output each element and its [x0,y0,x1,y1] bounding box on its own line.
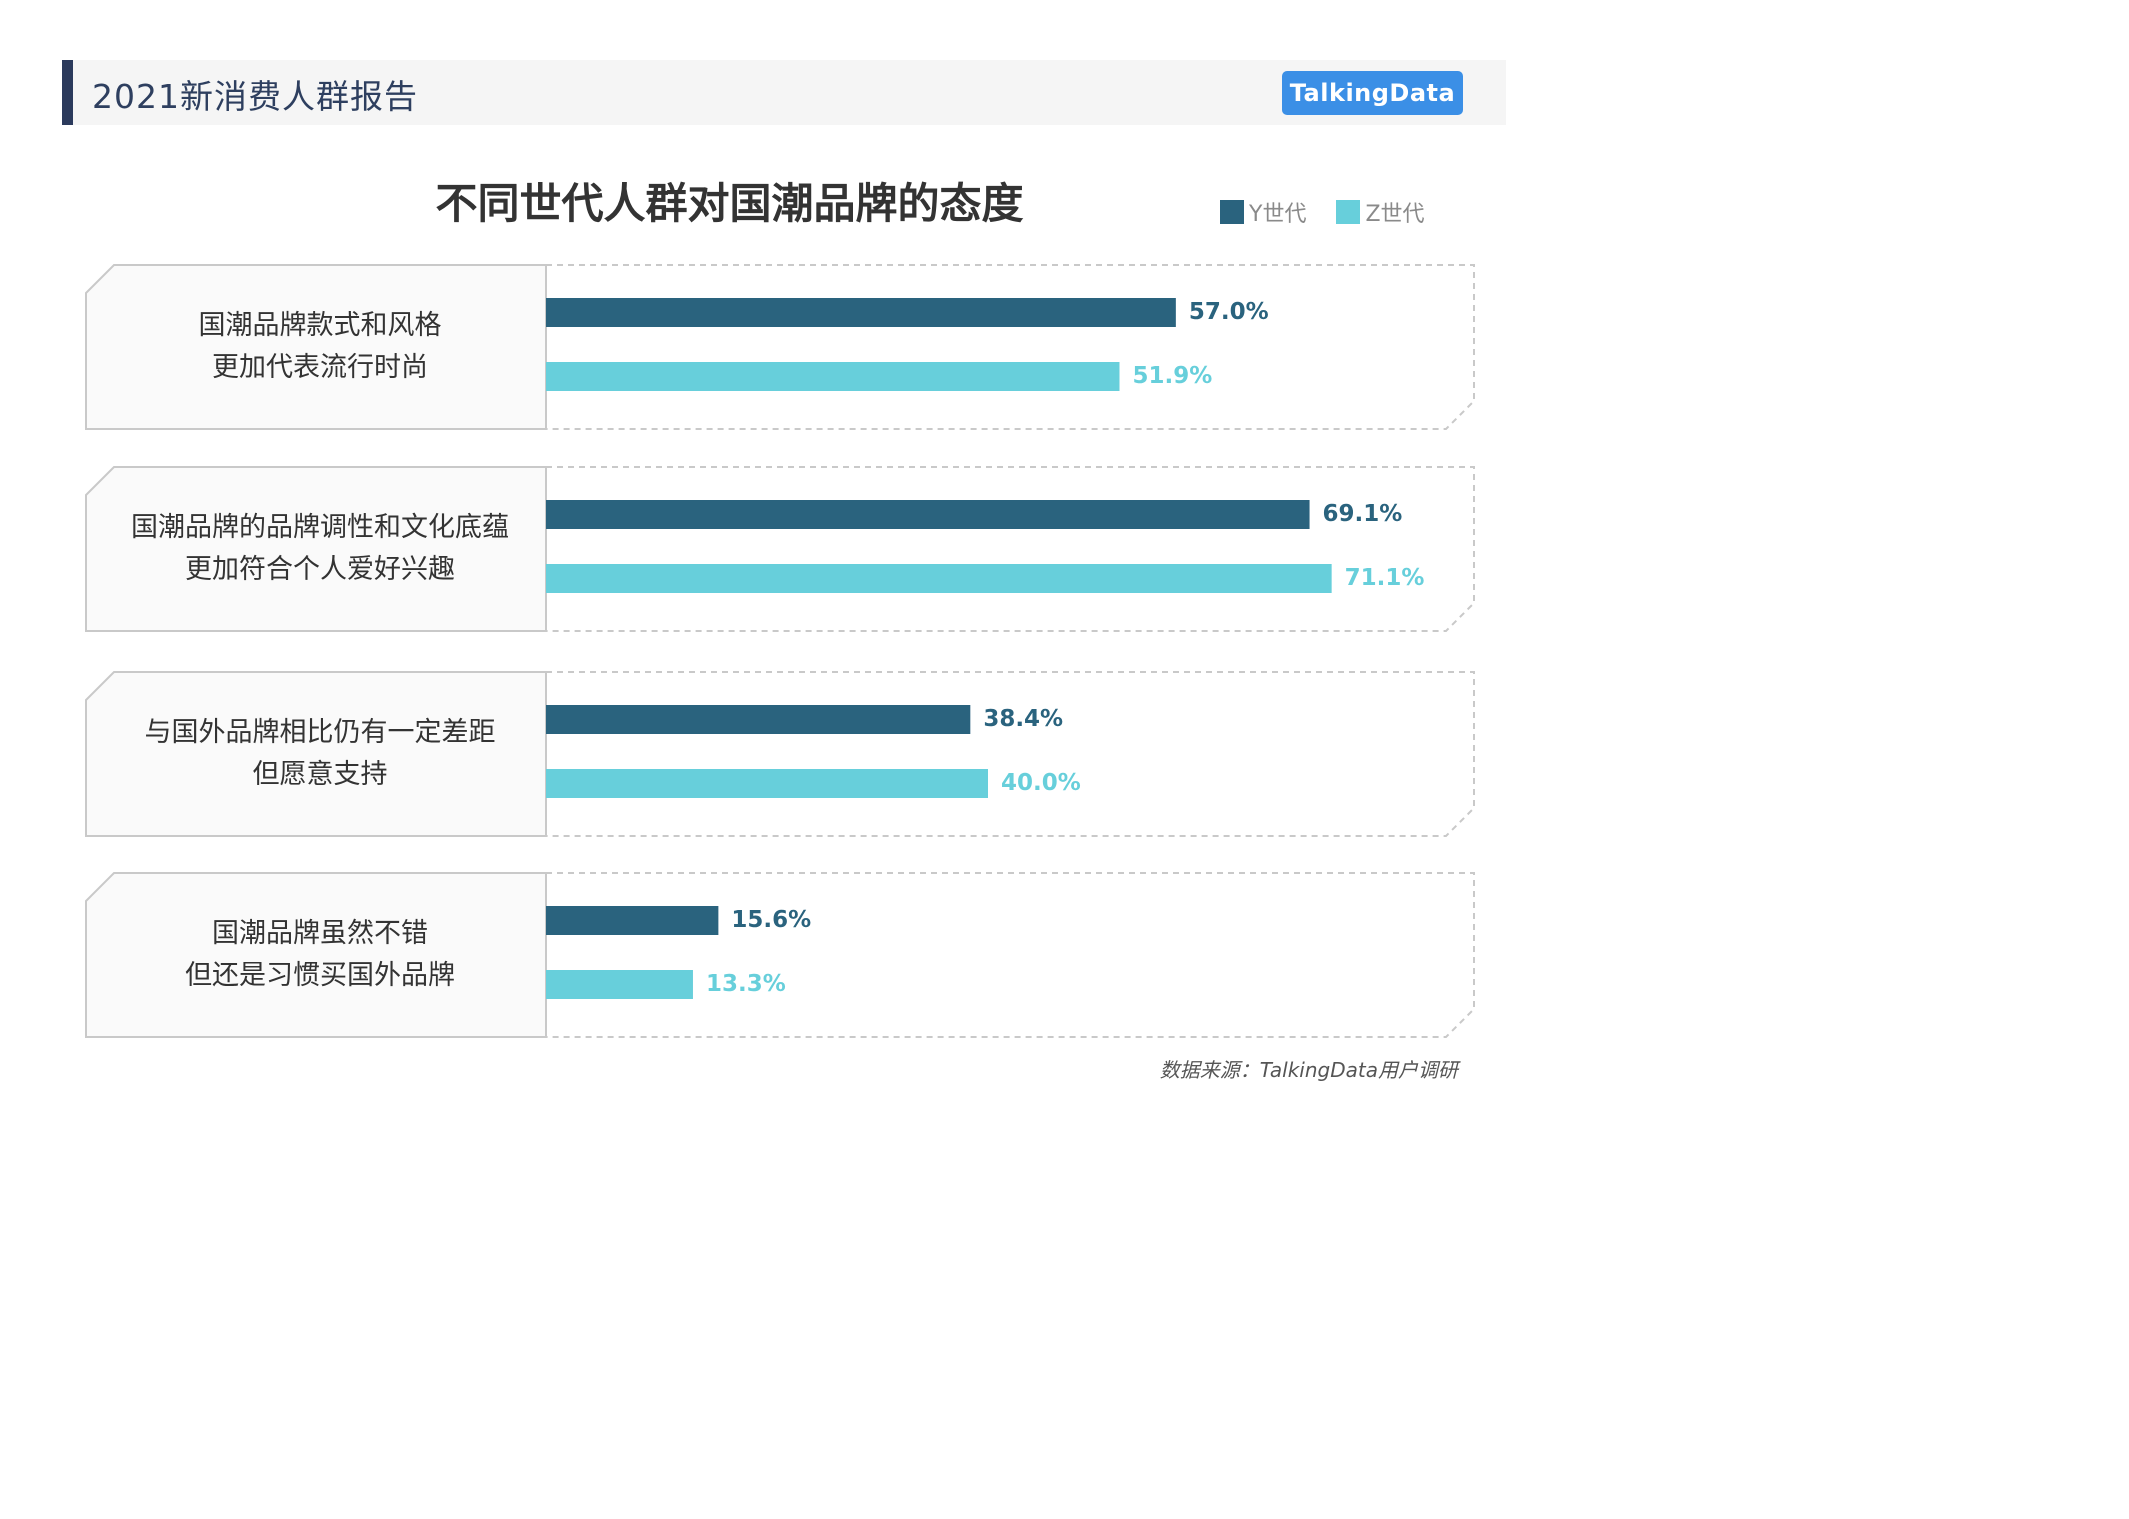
bar-area-outline [546,466,1475,632]
data-source-note: 数据来源：TalkingData用户调研 [1159,1058,1458,1082]
value-label: 51.9% [1132,363,1213,389]
category-box [85,872,547,1038]
value-label: 69.1% [1322,501,1403,527]
value-label: 71.1% [1344,565,1425,591]
bar-z-generation [546,564,1332,593]
bar-z-generation [546,362,1120,391]
category-label-line: 更加代表流行时尚 [212,352,428,383]
bar-z-generation [546,970,693,999]
value-label: 38.4% [983,706,1064,732]
category-label: 国潮品牌的品牌调性和文化底蕴 更加符合个人爱好兴趣 [90,507,550,591]
brand-logo: TalkingData [1282,71,1463,115]
value-label: 40.0% [1001,770,1081,796]
category-label-line: 国潮品牌款式和风格 [198,310,442,341]
legend-swatch-z [1336,200,1361,224]
category-label-line: 但还是习惯买国外品牌 [185,960,455,991]
bar-chart [85,264,1475,1038]
bar-y-generation [546,500,1310,529]
bar-area-outline [546,264,1475,430]
legend-label-z: Z世代 [1365,202,1425,227]
value-label: 57.0% [1188,299,1269,325]
bar-y-generation [546,298,1176,327]
category-label-line: 但愿意支持 [252,759,388,790]
category-label: 国潮品牌款式和风格 更加代表流行时尚 [90,305,550,389]
legend-label-y: Y世代 [1249,202,1307,227]
category-box [85,264,547,430]
category-label-line: 国潮品牌的品牌调性和文化底蕴 [131,512,509,543]
bar-z-generation [546,769,988,798]
bar-area-outline [546,671,1475,837]
value-label: 15.6% [731,907,812,933]
legend-item-y: Y世代 [1220,196,1306,228]
chart-title: 不同世代人群对国潮品牌的态度 [435,179,1024,228]
category-label-line: 与国外品牌相比仍有一定差距 [144,717,496,748]
category-label-line: 更加符合个人爱好兴趣 [185,554,455,585]
category-label: 国潮品牌虽然不错 但还是习惯买国外品牌 [90,913,550,997]
header-bar [62,60,1506,125]
legend: Y世代 Z世代 [1220,196,1425,228]
value-label: 13.3% [705,971,786,997]
category-label-line: 国潮品牌虽然不错 [212,918,428,949]
category-box [85,671,547,837]
header-accent [62,60,73,125]
legend-item-z: Z世代 [1336,196,1425,228]
bar-y-generation [546,705,971,734]
category-box [85,466,547,632]
legend-swatch-y [1220,200,1244,224]
report-title: 2021新消费人群报告 [92,77,418,116]
bar-y-generation [546,906,719,935]
category-label: 与国外品牌相比仍有一定差距 但愿意支持 [90,712,550,796]
bar-area-outline [546,872,1475,1038]
